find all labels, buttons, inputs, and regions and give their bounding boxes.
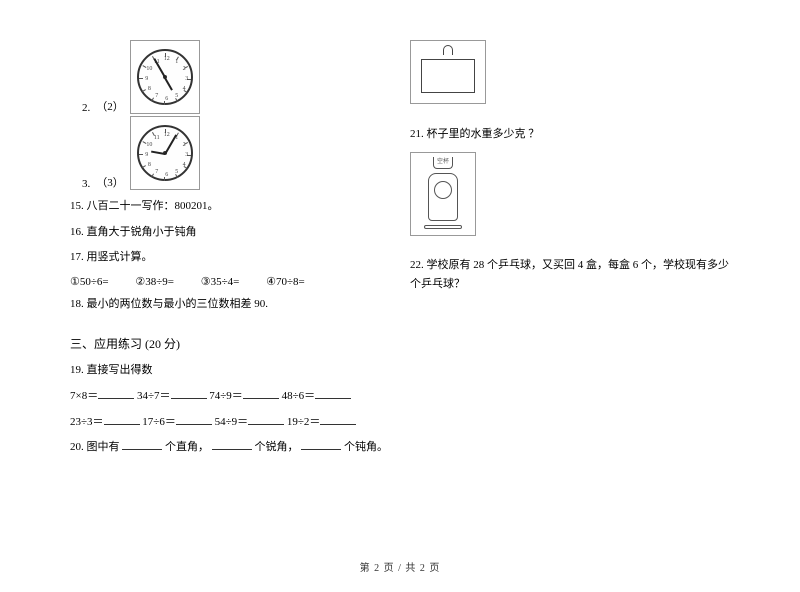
q19-l2a: 23÷3＝ [70, 416, 104, 428]
blank [122, 440, 162, 450]
q17c: ③35÷4= [201, 275, 240, 288]
q19-l2b: 17÷6＝ [142, 416, 176, 428]
q20-p3: 个锐角， [255, 441, 299, 453]
blank [315, 389, 351, 399]
blank [104, 415, 140, 425]
scale-dial-icon [434, 181, 452, 199]
q14-label2: （2） [96, 98, 124, 114]
q18: 18. 最小的两位数与最小的三位数相差 90. [70, 296, 390, 314]
blank [320, 415, 356, 425]
q19-line1: 7×8＝ 34÷7＝ 74÷9＝ 48÷6＝ [70, 388, 390, 406]
q19-l1d: 48÷6＝ [282, 390, 316, 402]
blank [176, 415, 212, 425]
clock2: 121234567891011 [137, 49, 193, 105]
page-footer: 第 2 页 / 共 2 页 [0, 559, 800, 574]
q19-l2c: 54÷9＝ [215, 416, 249, 428]
q19-line2: 23÷3＝ 17÷6＝ 54÷9＝ 19÷2＝ [70, 414, 390, 432]
left-column: 2. （2） 121234567891011 3. （3） 1212345678… [70, 40, 390, 465]
q19-l1a: 7×8＝ [70, 390, 98, 402]
q21: 21. 杯子里的水重多少克 ？ [410, 126, 730, 144]
q19-l1b: 34÷7＝ [137, 390, 171, 402]
q17-subs: ①50÷6= ②38÷9= ③35÷4= ④70÷8= [70, 275, 390, 288]
q19-l1c: 74÷9＝ [209, 390, 243, 402]
q20-p1: 20. 图中有 [70, 441, 120, 453]
cup-icon [433, 157, 453, 169]
q14-label3-num: 3. [82, 178, 90, 190]
blank [171, 389, 207, 399]
hanger-board-icon [421, 59, 475, 93]
hanger-figure [410, 40, 486, 104]
clock2-box: 121234567891011 [130, 40, 200, 114]
q22: 22. 学校原有 28 个乒乓球，又买回 4 盒，每盒 6 个，学校现有多少个乒… [410, 256, 730, 296]
q14-label3: （3） [96, 174, 124, 190]
q14-clock2-row: 2. （2） 121234567891011 [70, 40, 390, 114]
q19-title: 19. 直接写出得数 [70, 362, 390, 380]
q16: 16. 直角大于锐角小于钝角 [70, 224, 390, 242]
blank [243, 389, 279, 399]
q17-title: 17. 用竖式计算。 [70, 249, 390, 267]
q15: 15. 八百二十一写作：800201。 [70, 198, 390, 216]
clock3: 121234567891011 [137, 125, 193, 181]
blank [98, 389, 134, 399]
blank [212, 440, 252, 450]
q19-l2d: 19÷2＝ [287, 416, 321, 428]
scale-base-icon [424, 225, 462, 229]
q17a: ①50÷6= [70, 275, 109, 288]
q20-p2: 个直角， [165, 441, 209, 453]
q14-clock3-row: 3. （3） 121234567891011 [70, 116, 390, 190]
q20-p4: 个钝角。 [344, 441, 388, 453]
blank [248, 415, 284, 425]
page-content: 2. （2） 121234567891011 3. （3） 1212345678… [0, 0, 800, 485]
scale-figure: 空杯 [410, 152, 476, 236]
blank [301, 440, 341, 450]
q17d: ④70÷8= [266, 275, 305, 288]
hanger-hook-icon [443, 45, 453, 55]
clock3-box: 121234567891011 [130, 116, 200, 190]
right-column: 21. 杯子里的水重多少克 ？ 空杯 22. 学校原有 28 个乒乓球，又买回 … [410, 40, 730, 465]
q14-label2-num: 2. [82, 102, 90, 114]
q20: 20. 图中有 个直角， 个锐角， 个钝角。 [70, 439, 390, 457]
q17b: ②38÷9= [135, 275, 174, 288]
section3-title: 三、应用练习 (20 分) [70, 335, 390, 352]
